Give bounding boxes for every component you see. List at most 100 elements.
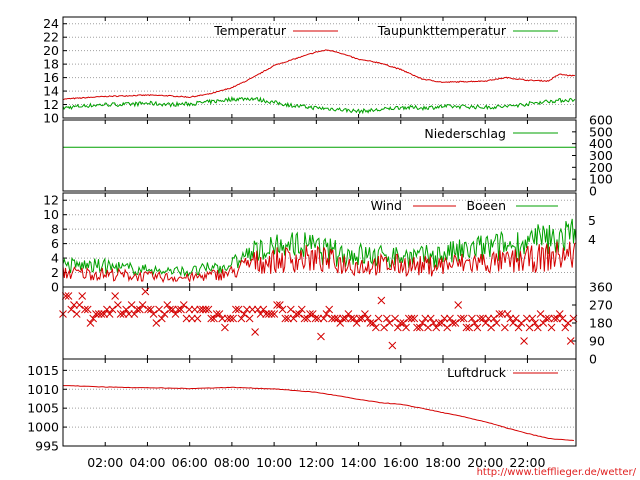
temp-y-tick-20: 20 (43, 43, 59, 58)
wind-direction-point-37 (160, 310, 169, 318)
wind-direction-point-42 (174, 305, 183, 314)
temp-y-tick-22: 22 (43, 30, 59, 45)
wind-direction-point-143 (451, 319, 460, 327)
wind-direction-point-110 (361, 310, 369, 318)
wind-direction-point-30 (141, 287, 150, 296)
wind-direction-point-9 (83, 305, 92, 314)
wind-direction-point-165 (511, 314, 520, 323)
wind-direction-point-46 (185, 305, 194, 314)
wind-direction-point-135 (429, 319, 438, 327)
wind-right-tick-5: 5 (588, 213, 596, 228)
wind-direction-point-83 (286, 305, 295, 314)
wind-direction-point-125 (402, 323, 410, 332)
wind-direction-point-105 (347, 314, 356, 323)
wind-direction-point-185 (566, 337, 575, 345)
wind-direction-point-97 (325, 305, 334, 314)
wind-direction-point-66 (240, 310, 248, 318)
wind-direction-point-36 (157, 314, 166, 323)
wind-direction-point-3 (67, 305, 76, 314)
rain-frame (62, 119, 577, 192)
wind-direction-point-133 (424, 323, 432, 332)
x-tick-label-6: 14:00 (341, 455, 377, 470)
wind-direction-point-144 (454, 301, 463, 309)
wind-direction-point-14 (97, 310, 106, 318)
wind-direction-point-56 (212, 310, 221, 318)
wind-direction-point-142 (448, 319, 457, 327)
wind-direction-point-31 (144, 305, 152, 314)
wind-direction-point-161 (501, 323, 509, 332)
wind-direction-point-8 (81, 305, 89, 314)
wind-direction-point-87 (297, 305, 306, 314)
legend-label-taupunkt: Taupunkttemperatur (377, 23, 507, 38)
wind-direction-point-11 (89, 314, 98, 323)
wind-direction-point-130 (415, 323, 424, 332)
wind-direction-point-159 (495, 310, 504, 318)
wind-direction-point-82 (284, 314, 292, 323)
wind-direction-point-155 (484, 314, 493, 323)
wind-direction-point-4 (70, 301, 78, 309)
wind-direction-point-181 (555, 310, 564, 318)
wind-direction-point-20 (114, 301, 122, 309)
wind-direction-point-106 (350, 314, 358, 323)
rain-y-tick-400: 400 (589, 136, 613, 151)
wind-direction-point-73 (259, 305, 268, 314)
wind-direction-point-101 (336, 319, 345, 327)
wind-direction-point-10 (86, 319, 95, 327)
dir-y-tick-270: 270 (589, 298, 613, 313)
wind-direction-point-109 (358, 314, 366, 323)
wind-direction-point-44 (179, 301, 188, 309)
wind-direction-point-25 (127, 301, 136, 309)
wind-direction-point-150 (470, 319, 479, 327)
wind-direction-point-75 (264, 310, 273, 318)
wind-direction-point-43 (177, 305, 185, 314)
legend-label-niederschlag: Niederschlag (424, 126, 506, 141)
wind-direction-point-89 (303, 314, 312, 323)
wind-direction-point-134 (426, 314, 435, 323)
wind-direction-point-54 (207, 314, 216, 323)
press-frame (62, 358, 577, 447)
wind-direction-point-84 (289, 314, 298, 323)
wind-direction-point-118 (382, 314, 391, 323)
wind-y-tick-2: 2 (51, 265, 59, 280)
wind-direction-point-45 (182, 314, 191, 323)
wind-direction-point-16 (103, 305, 111, 314)
wind-direction-point-28 (135, 305, 144, 314)
wind-direction-point-116 (377, 296, 386, 305)
wind-direction-point-152 (476, 314, 485, 323)
x-tick-label-1: 04:00 (129, 455, 165, 470)
series-boeen-line (62, 218, 577, 278)
wind-direction-point-5 (72, 310, 81, 318)
wind-direction-point-24 (125, 310, 133, 318)
time-axis: 02:00 04:00 06:00 08:00 10:00 12:00 14:00 16:00… (87, 455, 545, 470)
press-y-tick-995: 995 (35, 439, 59, 454)
wind-direction-point-64 (234, 305, 243, 314)
rain-y-tick-300: 300 (589, 148, 613, 163)
wind-direction-point-177 (544, 314, 553, 323)
wind-direction-point-140 (443, 323, 452, 332)
rain-y-tick-200: 200 (589, 160, 613, 175)
wind-direction-point-72 (256, 310, 265, 318)
wind-direction-point-61 (226, 314, 235, 323)
wind-direction-point-41 (171, 310, 180, 318)
wind-direction-point-27 (133, 305, 141, 314)
wind-direction-point-126 (404, 314, 413, 323)
wind-direction-point-171 (528, 314, 537, 323)
wind-direction-point-120 (388, 341, 397, 350)
wind-direction-point-138 (437, 319, 446, 327)
rain-y-tick-100: 100 (589, 172, 613, 187)
wind-direction-point-176 (542, 314, 550, 323)
wind-direction-point-146 (459, 314, 468, 323)
wind-direction-point-162 (503, 310, 512, 318)
temp-y-tick-12: 12 (43, 97, 59, 112)
wind-direction-point-29 (138, 301, 147, 309)
wind-direction-point-145 (457, 314, 465, 323)
wind-direction-point-95 (319, 314, 328, 323)
rain-y-tick-600: 600 (589, 113, 613, 128)
wind-direction-point-174 (536, 310, 545, 318)
wind-direction-point-38 (163, 301, 172, 309)
wind-direction-point-131 (418, 319, 427, 327)
wind-y-tick-4: 4 (51, 251, 59, 266)
wind-direction-point-123 (396, 319, 405, 327)
